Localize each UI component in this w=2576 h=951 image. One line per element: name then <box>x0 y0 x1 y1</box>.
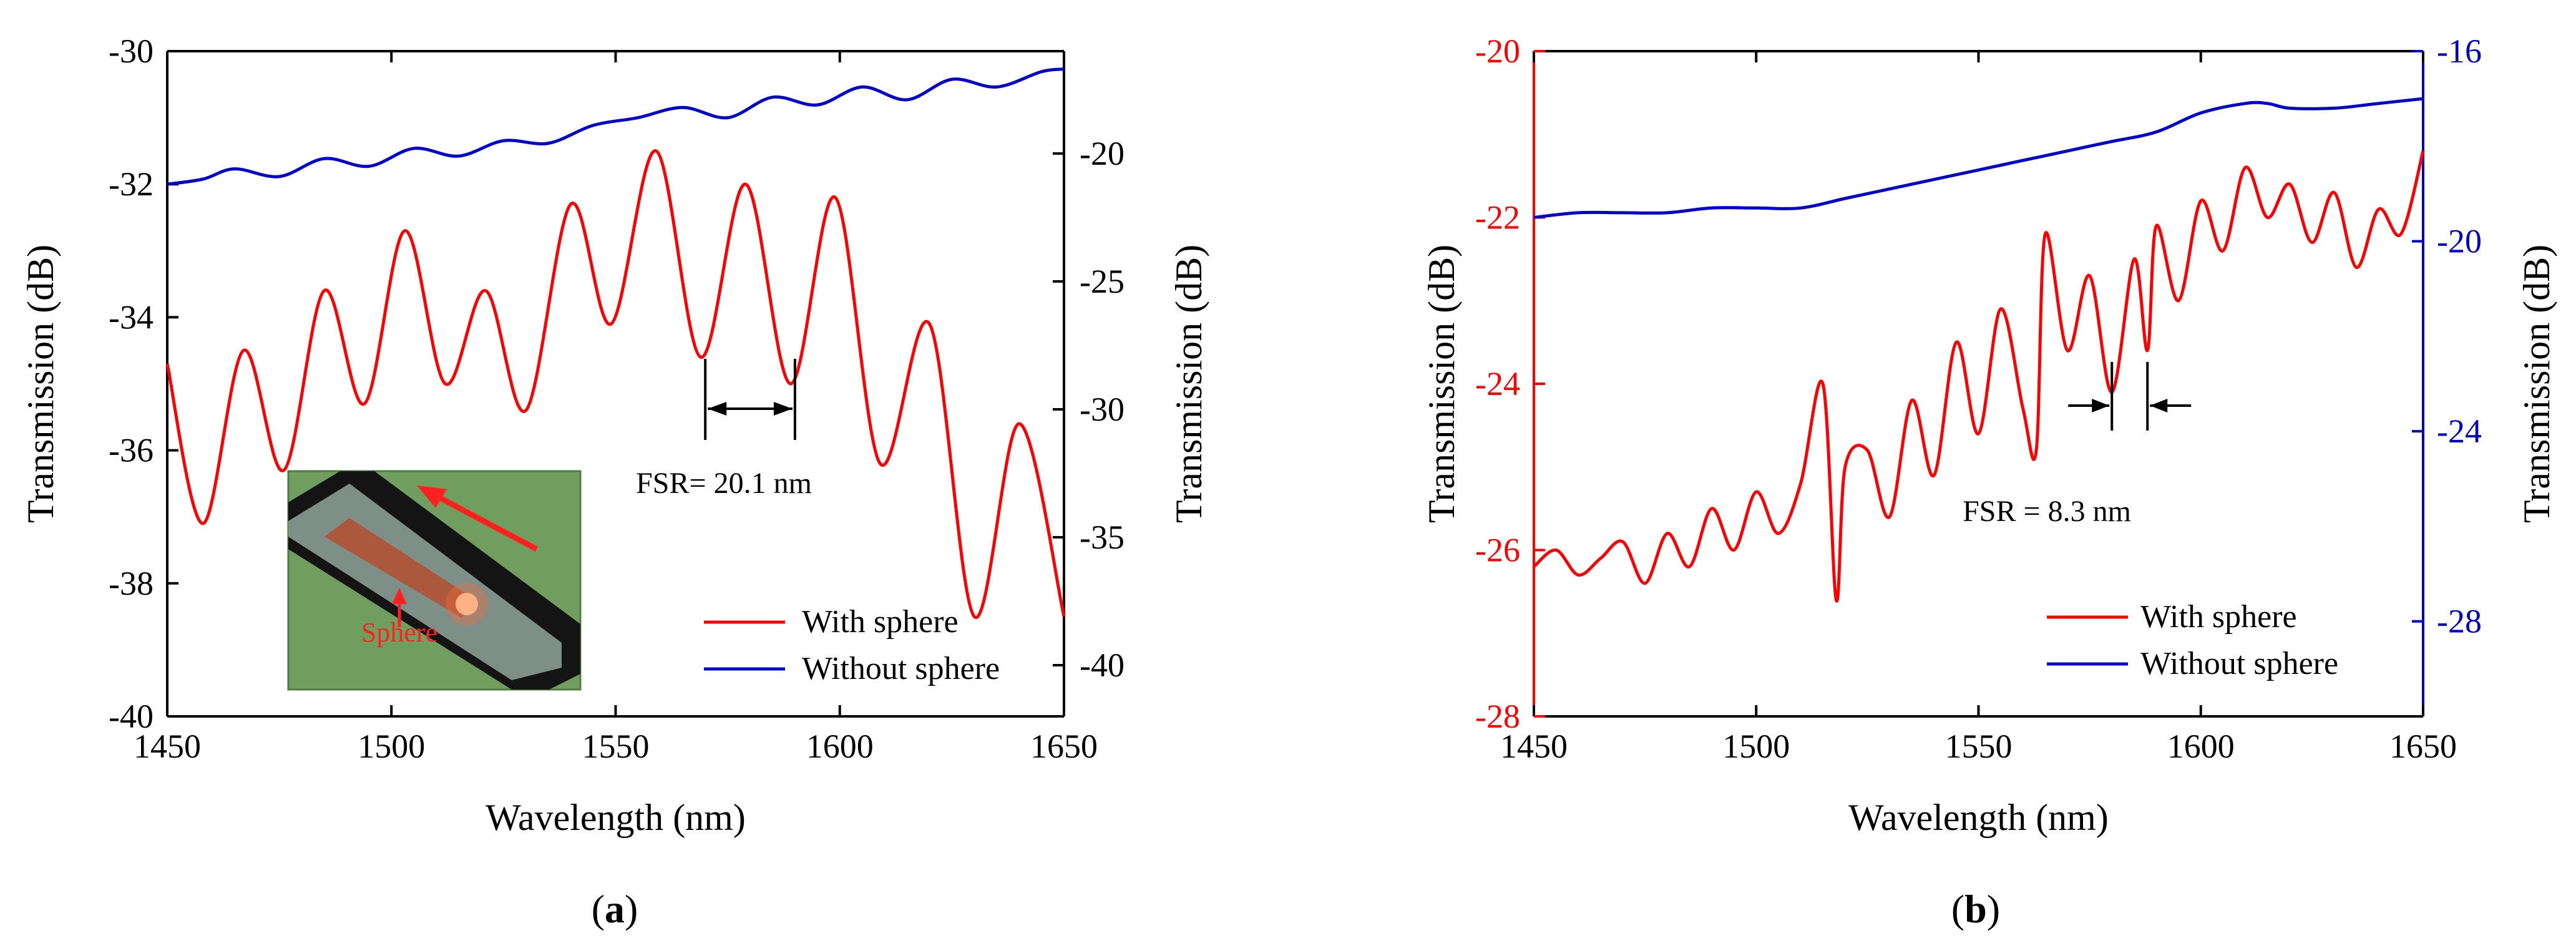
light-direction-arrow-head <box>417 485 447 508</box>
fsr-annotation-label: FSR = 8.3 nm <box>1963 495 2131 528</box>
chart-panel-a: 1450 1500 1550 1600 1650 -40 -38 -36 -34 -32 -30 -4… <box>20 32 1209 931</box>
chart-panel-b: 1450 1500 1550 1600 1650 -28 -26 -24 -22 -20 -28 -2… <box>1421 32 2557 931</box>
x-tick-label: 1600 <box>2167 728 2235 765</box>
right-y-axis-title: Transmission (dB) <box>2516 245 2557 523</box>
panel-label-open: ( <box>1951 887 1964 931</box>
left-y-axis-title: Transmission (dB) <box>20 245 61 523</box>
sphere-halo <box>446 583 488 625</box>
panel-label-open: ( <box>592 887 605 931</box>
legend-label: Without sphere <box>802 651 1000 686</box>
x-axis-title: Wavelength (nm) <box>1848 797 2109 838</box>
fsr-arrow-head-right <box>2150 399 2168 412</box>
right-y-tick-label: -28 <box>2437 603 2482 640</box>
right-y-tick-label: -30 <box>1080 391 1125 428</box>
sphere-glow <box>456 593 478 615</box>
right-y-axis-title: Transmission (dB) <box>1168 245 1209 523</box>
left-y-tick-label: -26 <box>1475 532 1520 569</box>
right-y-tick-label: -35 <box>1080 519 1125 556</box>
right-y-tick-label: -24 <box>2437 412 2482 450</box>
panel-label-close: ) <box>1987 887 2000 931</box>
left-y-tick-label: -20 <box>1475 32 1520 70</box>
panel-label: (a) <box>592 887 638 931</box>
legend-label: Without sphere <box>2140 646 2338 681</box>
left-y-tick-label: -38 <box>109 565 154 602</box>
panel-label-letter: a <box>605 887 625 931</box>
light-direction-arrow <box>429 490 539 552</box>
panel-label-letter: b <box>1964 887 1987 931</box>
x-tick-label: 1650 <box>2389 728 2457 765</box>
fsr-arrow-head-left <box>2092 399 2110 412</box>
right-y-tick-label: -25 <box>1080 263 1125 300</box>
x-tick-label: 1500 <box>358 728 425 765</box>
panel-label-close: ) <box>625 887 638 931</box>
right-y-tick-label: -40 <box>1080 646 1125 684</box>
inset-border <box>287 470 582 691</box>
fiber-core-glow <box>324 518 474 618</box>
right-y-tick-label: -20 <box>1080 135 1125 172</box>
left-y-tick-label: -40 <box>109 698 154 735</box>
left-y-tick-label: -28 <box>1475 698 1520 735</box>
series-line-without-sphere <box>1533 97 2424 219</box>
panel-label: (b) <box>1951 887 2000 931</box>
legend-label: With sphere <box>802 604 959 640</box>
sphere-pointer-head <box>392 588 407 604</box>
series-line-without-sphere <box>167 67 1065 186</box>
inset-micrograph: Sphere <box>287 470 582 691</box>
x-tick-label: 1600 <box>806 728 874 765</box>
x-tick-label: 1650 <box>1030 728 1098 765</box>
x-tick-label: 1450 <box>1500 728 1568 765</box>
x-tick-label: 1450 <box>134 728 201 765</box>
left-y-tick-label: -24 <box>1475 365 1520 402</box>
left-y-tick-label: -36 <box>109 432 154 469</box>
left-y-tick-label: -22 <box>1475 199 1520 237</box>
x-tick-label: 1500 <box>1722 728 1790 765</box>
series-line-with-sphere <box>165 149 1066 619</box>
x-tick-label: 1550 <box>582 728 650 765</box>
left-y-axis-title: Transmission (dB) <box>1421 245 1462 523</box>
right-y-tick-label: -20 <box>2437 223 2482 260</box>
inset-sphere-label: Sphere <box>361 617 437 648</box>
legend-label: With sphere <box>2140 599 2297 635</box>
series-line-with-sphere <box>1533 150 2425 603</box>
right-y-tick-label: -16 <box>2437 32 2482 70</box>
x-tick-label: 1550 <box>1945 728 2012 765</box>
left-y-tick-label: -30 <box>109 32 154 70</box>
fsr-annotation-label: FSR= 20.1 nm <box>636 467 812 500</box>
x-axis-title: Wavelength (nm) <box>485 797 746 838</box>
fsr-arrow-head-right <box>773 402 793 416</box>
fsr-arrow-head-left <box>708 402 727 416</box>
left-y-tick-label: -32 <box>109 165 154 203</box>
left-y-tick-label: -34 <box>109 298 154 336</box>
